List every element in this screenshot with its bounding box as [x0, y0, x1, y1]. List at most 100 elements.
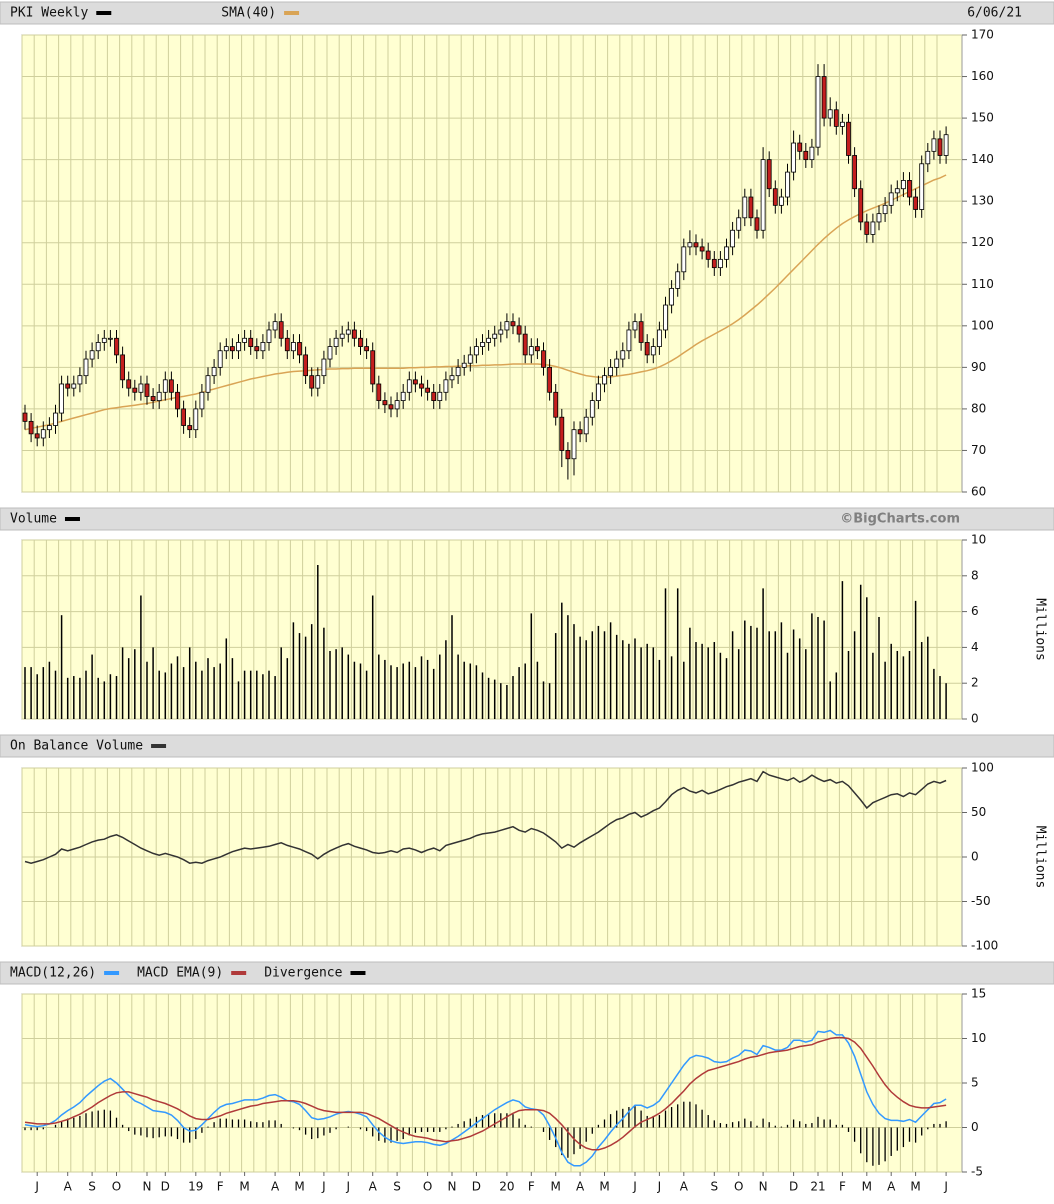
- candle-body: [772, 188, 778, 206]
- candle-body: [925, 150, 931, 165]
- x-tick-label: N: [143, 1180, 152, 1194]
- x-tick-label: D: [789, 1180, 798, 1194]
- candle-body: [547, 366, 552, 393]
- candle-body: [199, 391, 205, 410]
- candle-body: [77, 375, 83, 385]
- panel-title: On Balance Volume: [10, 739, 143, 754]
- candle-body: [833, 109, 839, 127]
- x-tick-label: J: [657, 1180, 662, 1194]
- candle-body: [248, 337, 254, 347]
- legend-label: Divergence: [264, 966, 342, 981]
- candle-body: [846, 121, 851, 156]
- candle-body: [449, 375, 455, 381]
- candle-body: [34, 433, 40, 439]
- candle-body: [229, 346, 235, 352]
- candle-body: [144, 383, 150, 397]
- candle-body: [650, 346, 656, 356]
- candle-body: [718, 258, 723, 269]
- panel-header: [0, 507, 1054, 531]
- x-tick-label: J: [34, 1180, 39, 1194]
- candle-body: [681, 246, 687, 273]
- candle-body: [815, 76, 821, 148]
- candle-body: [675, 271, 681, 289]
- plot-area: [21, 34, 963, 493]
- candle-body: [260, 342, 266, 352]
- macd-line: [24, 1036, 947, 1151]
- candle-body: [345, 329, 351, 335]
- candle-body: [943, 134, 949, 156]
- y-tick-label: 4: [971, 640, 979, 654]
- candle-body: [608, 366, 613, 377]
- y-tick-label: 10: [971, 1031, 986, 1045]
- y-tick-label: 150: [971, 111, 994, 125]
- candle-body: [736, 217, 742, 231]
- candle-body: [516, 325, 522, 335]
- candle-body: [638, 321, 644, 343]
- candle-body: [120, 354, 125, 381]
- x-tick-label: A: [887, 1180, 896, 1194]
- candle-body: [425, 387, 431, 393]
- candle-body: [754, 217, 760, 231]
- legend-label: MACD(12,26): [10, 966, 96, 981]
- candle-body: [632, 321, 638, 331]
- x-tick-label: 21: [810, 1180, 825, 1194]
- candle-body: [620, 350, 626, 360]
- x-tick-label: S: [710, 1180, 718, 1194]
- candle-body: [236, 342, 241, 352]
- candle-body: [553, 391, 559, 418]
- candle-body: [907, 180, 912, 198]
- candle-body: [339, 333, 345, 339]
- x-tick-label: F: [528, 1180, 535, 1194]
- y-tick-label: 80: [971, 401, 986, 415]
- candle-body: [53, 412, 58, 426]
- plot-area: [21, 539, 963, 720]
- y-tick-label: 90: [971, 360, 986, 374]
- candle-body: [168, 379, 174, 393]
- candle-body: [205, 375, 211, 393]
- y-tick-label: 170: [971, 28, 994, 42]
- candle-body: [138, 383, 144, 393]
- x-tick-label: J: [321, 1180, 326, 1194]
- candle-body: [894, 188, 900, 194]
- candle-body: [443, 379, 449, 393]
- candle-body: [535, 346, 540, 352]
- panel-header: [0, 734, 1054, 758]
- candle-body: [108, 337, 113, 340]
- x-tick-label: 20: [499, 1180, 514, 1194]
- candle-body: [162, 379, 168, 393]
- candle-body: [455, 366, 461, 377]
- candle-body: [327, 346, 333, 360]
- y-tick-label: 120: [971, 235, 994, 249]
- candle-body: [797, 142, 803, 152]
- legend-label: SMA(40): [221, 6, 276, 21]
- chart-date: 6/06/21: [967, 6, 1022, 21]
- candle-body: [583, 416, 589, 435]
- y-tick-label: 0: [971, 850, 979, 864]
- candle-body: [724, 246, 729, 260]
- candle-body: [101, 337, 107, 343]
- x-tick-label: A: [271, 1180, 280, 1194]
- x-tick-label: M: [551, 1180, 561, 1194]
- y-tick-label: 15: [971, 987, 986, 1001]
- candle-body: [827, 109, 833, 119]
- x-tick-label: M: [910, 1180, 920, 1194]
- candle-body: [626, 329, 632, 352]
- y-tick-label: 160: [971, 69, 994, 83]
- x-tick-label: A: [576, 1180, 585, 1194]
- candle-body: [779, 196, 784, 206]
- y-tick-label: -5: [971, 1165, 983, 1179]
- x-tick-label: M: [239, 1180, 249, 1194]
- y-tick-label: 60: [971, 485, 986, 499]
- y-tick-label: 8: [971, 568, 979, 582]
- candle-body: [596, 383, 601, 401]
- candle-body: [126, 379, 132, 389]
- candle-body: [589, 400, 595, 418]
- candle-body: [254, 346, 260, 352]
- candle-body: [602, 375, 607, 385]
- candle-body: [333, 337, 339, 347]
- candle-body: [663, 304, 668, 331]
- candle-body: [901, 180, 906, 190]
- candle-body: [217, 350, 223, 368]
- candle-body: [565, 450, 571, 460]
- candle-body: [657, 329, 662, 347]
